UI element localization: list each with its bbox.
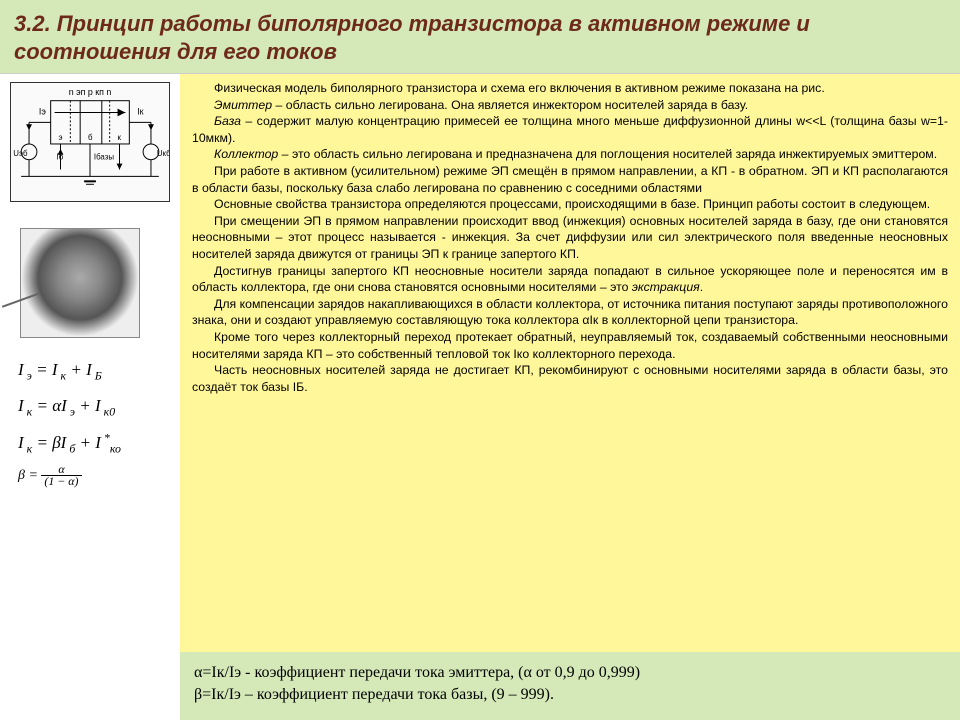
circuit-diagram: n эп p кп n Iэ Iк U xyxy=(10,82,170,202)
para-3: База – содержит малую концентрацию приме… xyxy=(192,113,948,146)
para-8: Достигнув границы запертого КП неосновны… xyxy=(192,263,948,296)
svg-text:б: б xyxy=(88,133,93,142)
formula-2: I к = αI э + I к0 xyxy=(18,388,176,424)
para-4: Коллектор – это область сильно легирован… xyxy=(192,146,948,163)
para-6: Основные свойства транзистора определяют… xyxy=(192,196,948,213)
para-10: Кроме того через коллекторный переход пр… xyxy=(192,329,948,362)
formula-1: I э = I к + I Б xyxy=(18,352,176,388)
svg-text:Uэб: Uэб xyxy=(13,149,28,158)
section-title: 3.2. Принцип работы биполярного транзист… xyxy=(14,10,946,65)
svg-text:Iк: Iк xyxy=(137,106,143,116)
footer-definitions: α=Iк/Iэ - коэффициент передачи тока эмит… xyxy=(180,652,960,720)
footer-line-2: β=Iк/Iэ – коэффициент передачи тока базы… xyxy=(194,686,946,704)
para-5: При работе в активном (усилительном) реж… xyxy=(192,163,948,196)
circuit-top-label: n эп p кп n xyxy=(69,87,112,97)
svg-text:к: к xyxy=(118,133,122,142)
main-text: Физическая модель биполярного транзистор… xyxy=(180,74,960,714)
svg-text:Iэ: Iэ xyxy=(39,106,46,116)
transistor-photo xyxy=(20,228,140,338)
footer-line-1: α=Iк/Iэ - коэффициент передачи тока эмит… xyxy=(194,664,946,682)
formula-4: β = α (1 − α) xyxy=(18,461,176,490)
body: n эп p кп n Iэ Iк U xyxy=(0,74,960,714)
para-2: Эмиттер – область сильно легирована. Она… xyxy=(192,97,948,114)
left-column: n эп p кп n Iэ Iк U xyxy=(0,74,180,714)
para-1: Физическая модель биполярного транзистор… xyxy=(192,80,948,97)
para-7: При смещении ЭП в прямом направлении про… xyxy=(192,213,948,263)
svg-text:Iбазы: Iбазы xyxy=(94,153,114,162)
formula-3: I к = βI б + I *ко xyxy=(18,425,176,461)
para-9: Для компенсации зарядов накапливающихся … xyxy=(192,296,948,329)
formulas-block: I э = I к + I Б I к = αI э + I к0 I к = … xyxy=(10,352,176,491)
svg-text:э: э xyxy=(59,133,63,142)
para-11: Часть неосновных носителей заряда не дос… xyxy=(192,362,948,395)
svg-text:Uкб: Uкб xyxy=(157,149,169,158)
section-header: 3.2. Принцип работы биполярного транзист… xyxy=(0,0,960,74)
